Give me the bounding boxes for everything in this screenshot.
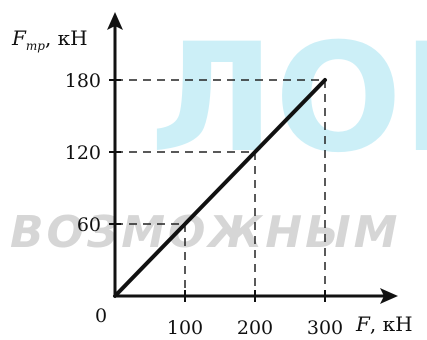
- origin-label: 0: [95, 305, 107, 327]
- watermark-small: ВОЗМОЖНЫМ: [10, 207, 400, 258]
- y-axis-label: Fтр, кН: [11, 26, 88, 53]
- x-axis-arrow: [380, 288, 398, 304]
- y-axis-symbol: F: [11, 26, 27, 50]
- x-axis-label: F, кН: [355, 312, 413, 336]
- y-axis-unit: , кН: [45, 26, 88, 50]
- x-tick-label: 100: [167, 317, 203, 339]
- y-axis-subscript: тр: [26, 39, 45, 53]
- guide-lines: [115, 79, 326, 296]
- y-tick-label: 120: [65, 142, 101, 164]
- watermark-big: ЛОВ: [150, 12, 427, 186]
- series-line: [113, 78, 327, 298]
- x-axis-unit: , кН: [370, 312, 413, 336]
- tick-labels: 100 200 300 60 120 180: [65, 70, 343, 339]
- y-axis-arrow: [107, 12, 123, 30]
- tick-marks: [109, 79, 326, 302]
- x-tick-label: 300: [307, 317, 343, 339]
- y-tick-label: 180: [65, 70, 101, 92]
- y-tick-label: 60: [77, 214, 101, 236]
- x-axis-symbol: F: [355, 312, 371, 336]
- x-tick-label: 200: [237, 317, 273, 339]
